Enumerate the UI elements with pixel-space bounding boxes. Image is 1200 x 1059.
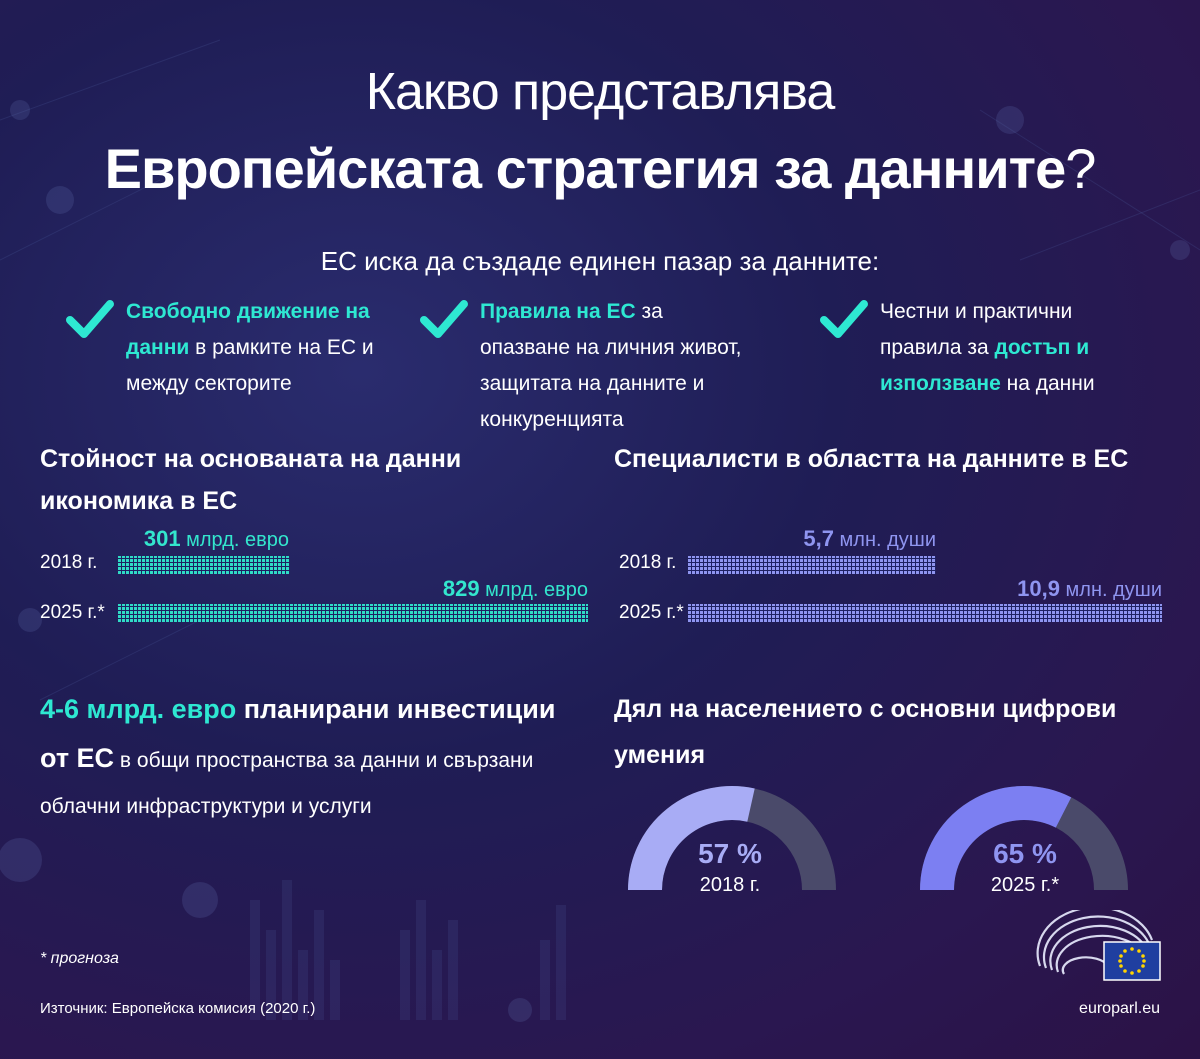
goal-rest-2: за опазване на личния живот, защитата на… xyxy=(480,300,742,431)
gauge-2018-percent: 57 % xyxy=(698,838,762,869)
intro-text: ЕС иска да създаде единен пазар за данни… xyxy=(320,246,880,276)
site-link[interactable]: europarl.eu xyxy=(1079,1000,1160,1017)
gauge-2025 xyxy=(920,786,1128,891)
gauge-2025-percent: 65 % xyxy=(993,838,1057,869)
gauge-2025-year: 2025 г.* xyxy=(990,874,1060,896)
source-text: Източник: Европейска комисия (2020 г.) xyxy=(40,1000,316,1017)
specialists-value-2018: 5,7 млн. души xyxy=(803,526,936,552)
check-icon xyxy=(66,300,114,338)
title-main: Европейската стратегия за данните xyxy=(104,137,1067,200)
check-icon xyxy=(820,300,868,338)
gauge-fill xyxy=(628,786,755,891)
specialists-bar-2018 xyxy=(688,556,936,574)
gauge-fill xyxy=(920,786,1072,891)
goal-rest-3: на данни xyxy=(1000,372,1095,395)
goal-highlight-3: достъп и използване xyxy=(880,336,1090,395)
specialists-value-num: 5,7 xyxy=(803,526,834,551)
economy-value-num: 829 xyxy=(442,576,480,601)
specialists-year-2018: 2018 г. xyxy=(619,552,677,573)
economy-value-2018: 301 млрд. евро xyxy=(144,526,289,552)
goal-item-2: Правила на ЕС за опазване на личния живо… xyxy=(416,294,746,438)
economy-value-unit: млрд. евро xyxy=(479,579,588,601)
footnote: * прогноза xyxy=(40,950,119,967)
title-line-2: Европейската стратегия за данните? xyxy=(0,136,1200,201)
skills-title: Дял на населението с основни цифрови уме… xyxy=(614,695,1117,769)
specialists-year-2025: 2025 г.* xyxy=(619,602,684,623)
economy-value-unit: млрд. евро xyxy=(180,529,289,551)
goal-rest-1: в рамките на ЕС и между секторите xyxy=(126,336,374,395)
goal-pre-3: Честни и практични правила за xyxy=(880,300,1073,359)
goal-text-2: Правила на ЕС за опазване на личния живо… xyxy=(480,294,746,438)
title-line-1: Какво представлява xyxy=(365,63,836,121)
investment-amount: 4-6 млрд. евро xyxy=(40,694,237,724)
check-icon xyxy=(420,300,468,338)
title-question-mark: ? xyxy=(1065,137,1096,200)
economy-year-2018: 2018 г. xyxy=(40,552,98,573)
specialists-title: Специалисти в областта на данните в ЕС xyxy=(614,445,1129,473)
goal-highlight-1: Свободно движение на данни xyxy=(126,300,370,359)
goal-text-3: Честни и практични правила за достъп и и… xyxy=(880,294,1116,402)
investment-bold: планирани инвестиции от ЕС xyxy=(40,694,556,773)
gauge-2018 xyxy=(628,786,836,891)
specialists-bar-2025 xyxy=(688,604,1162,622)
economy-title: Стойност на основаната на данни икономик… xyxy=(40,445,462,515)
investment-text: 4-6 млрд. евро планирани инвестиции от Е… xyxy=(40,686,570,830)
goal-item-3: Честни и практични правила за достъп и и… xyxy=(816,294,1116,402)
economy-year-2025: 2025 г.* xyxy=(40,602,105,623)
specialists-value-unit: млн. души xyxy=(833,529,936,551)
economy-value-num: 301 xyxy=(143,526,181,551)
gauge-2018-year: 2018 г. xyxy=(699,874,761,896)
specialists-value-2025: 10,9 млн. души xyxy=(1017,576,1162,602)
economy-bar-2018 xyxy=(118,556,289,574)
economy-bar-2025 xyxy=(118,604,588,622)
european-parliament-logo xyxy=(1036,910,1161,981)
economy-value-2025: 829 млрд. евро xyxy=(443,576,588,602)
specialists-value-num: 10,9 xyxy=(1017,576,1060,601)
goal-highlight-2: Правила на ЕС xyxy=(480,300,636,323)
goal-item-1: Свободно движение на данни в рамките на … xyxy=(62,294,392,402)
investment-rest: в общи пространства за данни и свързани … xyxy=(40,749,534,818)
goal-text-1: Свободно движение на данни в рамките на … xyxy=(126,294,392,402)
specialists-value-unit: млн. души xyxy=(1059,579,1162,601)
